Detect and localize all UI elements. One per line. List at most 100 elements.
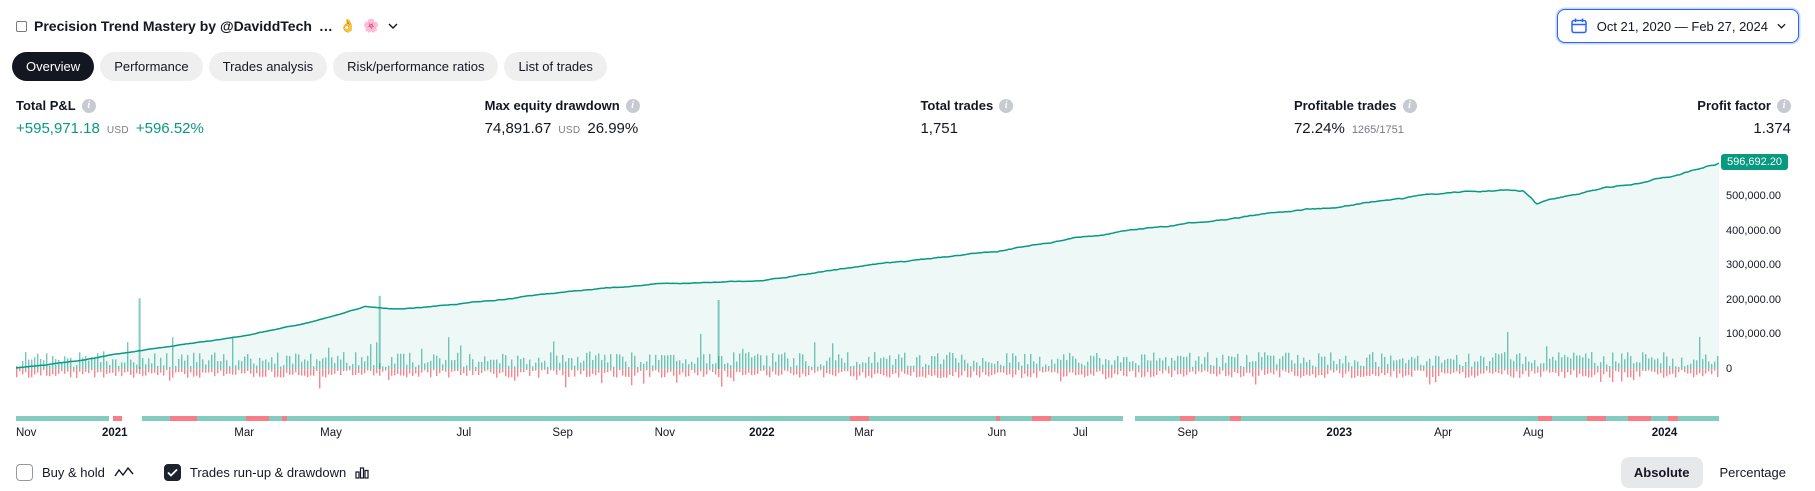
tab-list-of-trades[interactable]: List of trades xyxy=(504,52,607,81)
stat-value: 72.24% xyxy=(1293,120,1345,137)
price-axis-label: 100,000.00 xyxy=(1726,328,1782,341)
date-range-button[interactable]: Oct 21, 2020 — Feb 27, 2024 xyxy=(1556,9,1799,43)
stat-value: 1.374 xyxy=(1753,120,1791,137)
trade-marker-segment xyxy=(1101,416,1108,421)
trade-marker-segment xyxy=(627,416,646,421)
tab-risk-performance-ratios[interactable]: Risk/performance ratios xyxy=(333,52,499,81)
trade-marker-segment xyxy=(1601,416,1607,421)
trade-marker-segment xyxy=(1632,416,1651,421)
check-icon xyxy=(167,468,178,477)
strategy-icon xyxy=(16,20,27,32)
tab-overview[interactable]: Overview xyxy=(12,52,95,81)
trade-marker-segment xyxy=(169,416,174,421)
trade-marker-segment xyxy=(1241,416,1259,421)
trade-marker-segment xyxy=(1050,416,1070,421)
price-axis-label: 200,000.00 xyxy=(1726,293,1782,306)
time-axis-label: Nov xyxy=(654,427,676,439)
trade-marker-segment xyxy=(511,416,519,421)
trade-marker-segment xyxy=(869,416,877,421)
trade-marker-segment xyxy=(1419,416,1443,421)
trade-marker-segment xyxy=(228,416,246,421)
trade-marker-segment xyxy=(850,416,870,421)
trade-marker-segment xyxy=(1538,416,1552,421)
trade-marker-segment xyxy=(537,416,561,421)
stat-label: Max equity drawdown xyxy=(484,98,620,113)
tab-trades-analysis[interactable]: Trades analysis xyxy=(208,52,328,81)
trade-marker-segment xyxy=(173,416,190,421)
time-axis-label: Mar xyxy=(854,427,874,439)
strategy-menu-button[interactable] xyxy=(386,21,400,31)
trade-marker-segment xyxy=(504,416,512,421)
trade-marker-segment xyxy=(576,416,581,421)
calendar-icon xyxy=(1570,18,1587,34)
time-axis-label: 2022 xyxy=(749,427,775,439)
info-icon[interactable]: i xyxy=(1776,98,1791,113)
info-icon[interactable]: i xyxy=(81,98,96,113)
trade-marker-segment xyxy=(645,416,669,421)
trade-marker-segment xyxy=(1311,416,1333,421)
trade-marker-segment xyxy=(366,416,383,421)
trade-marker-segment xyxy=(392,416,411,421)
stat-total-trades: Total trades i 1,751 xyxy=(920,98,1014,137)
trade-marker-segment xyxy=(1606,416,1628,421)
trade-marker-segment xyxy=(609,416,616,421)
time-axis-label: Nov xyxy=(15,427,37,439)
buy-hold-toggle[interactable]: Buy & hold xyxy=(16,464,134,481)
trade-marker-segment xyxy=(1262,416,1272,421)
trade-marker-segment xyxy=(785,416,809,421)
trade-marker-segment xyxy=(808,416,825,421)
stat-profit-factor: Profit factor i 1.374 xyxy=(1697,98,1791,137)
info-icon[interactable]: i xyxy=(625,98,640,113)
trade-marker-segment xyxy=(148,416,170,421)
trade-marker-segment xyxy=(1456,416,1480,421)
trade-marker-segment xyxy=(1041,416,1051,421)
info-icon[interactable]: i xyxy=(1402,98,1417,113)
trade-marker-segment xyxy=(1069,416,1077,421)
trade-marker-segment xyxy=(1686,416,1696,421)
trade-marker-segment xyxy=(1488,416,1498,421)
time-axis-label: Mar xyxy=(234,427,255,439)
percentage-button[interactable]: Percentage xyxy=(1707,457,1800,488)
trade-marker-segment xyxy=(1479,416,1489,421)
trade-marker-segment xyxy=(121,416,143,421)
stat-secondary: 1265/1751 xyxy=(1351,124,1404,136)
stat-profitable-trades: Profitable trades i 72.24% 1265/1751 xyxy=(1294,98,1417,137)
trade-marker-segment xyxy=(105,416,109,421)
trade-marker-segment xyxy=(1351,416,1367,421)
trade-marker-segment xyxy=(876,416,896,421)
trade-marker-segment xyxy=(709,416,716,421)
trade-marker-segment xyxy=(1574,416,1587,421)
trade-marker-segment xyxy=(410,416,423,421)
stats-row: Total P&L i +595,971.18 USD +596.52% Max equi… xyxy=(0,85,1815,141)
trade-marker-segment xyxy=(305,416,315,421)
trade-marker-segment xyxy=(1258,416,1263,421)
equity-plot[interactable] xyxy=(16,151,1719,409)
trade-marker-segment xyxy=(108,416,113,421)
trade-marker-segment xyxy=(300,416,306,421)
line-chart-icon xyxy=(114,466,134,477)
trade-marker-segment xyxy=(1408,416,1420,421)
trade-marker-segment xyxy=(281,416,288,421)
price-axis-label: 500,000.00 xyxy=(1726,190,1782,203)
trade-marker-segment xyxy=(895,416,913,421)
trade-marker-segment xyxy=(912,416,929,421)
runup-drawdown-toggle[interactable]: Trades run-up & drawdown xyxy=(163,464,369,481)
time-axis-label: May xyxy=(320,427,342,439)
absolute-button[interactable]: Absolute xyxy=(1620,457,1703,488)
stat-label: Total trades xyxy=(920,98,994,113)
time-axis-label: Aug xyxy=(1523,427,1544,439)
equity-chart[interactable] xyxy=(16,151,1719,409)
trade-marker-segment xyxy=(448,416,462,421)
info-icon[interactable]: i xyxy=(999,98,1014,113)
runup-drawdown-checkbox[interactable] xyxy=(163,464,181,481)
trade-marker-segment xyxy=(1107,416,1123,421)
buy-hold-checkbox[interactable] xyxy=(16,464,33,481)
stat-secondary: 26.99% xyxy=(587,120,639,137)
stat-label: Total P&L xyxy=(16,98,76,113)
trade-marker-segment xyxy=(999,416,1019,421)
trade-marker-segment xyxy=(245,416,270,421)
tab-performance[interactable]: Performance xyxy=(100,52,203,81)
trade-marker-segment xyxy=(72,416,92,421)
price-axis: 596,692.20 500,000.00 400,000.00 300,000.0… xyxy=(1719,151,1815,445)
